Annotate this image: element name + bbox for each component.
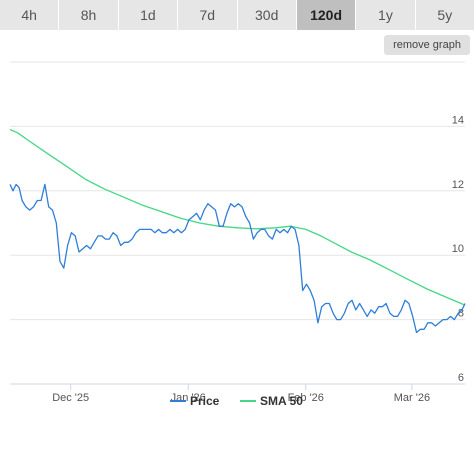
y-tick-label: 12: [452, 179, 464, 191]
tab-1y[interactable]: 1y: [356, 0, 416, 30]
y-tick-label: 14: [452, 114, 464, 126]
y-tick-label: 10: [452, 243, 464, 255]
y-tick-label: 8: [458, 308, 464, 320]
tab-5y[interactable]: 5y: [415, 0, 474, 30]
series-line-price: [9, 183, 466, 334]
tab-7d[interactable]: 7d: [178, 0, 238, 30]
x-tick-label: Mar '26: [394, 392, 430, 404]
y-tick-label: 6: [458, 372, 464, 384]
range-tabs: 4h 8h 1d 7d 30d 120d 1y 5y: [0, 0, 474, 30]
tab-1d[interactable]: 1d: [118, 0, 179, 30]
tab-8h[interactable]: 8h: [59, 0, 119, 30]
tab-4h[interactable]: 4h: [0, 0, 60, 30]
remove-graph-button[interactable]: remove graph: [384, 35, 470, 55]
x-axis-ticks: Dec '25 Jan '26 Feb '26 Mar '26: [10, 383, 465, 404]
legend-label[interactable]: Price: [190, 394, 220, 408]
series-lines: [9, 129, 466, 334]
tab-30d[interactable]: 30d: [237, 0, 297, 30]
tab-120d[interactable]: 120d: [296, 0, 357, 30]
y-axis-ticks: 6 8 10 12 14: [452, 114, 464, 384]
x-tick-label: Feb '26: [288, 392, 324, 404]
legend: Price SMA 50: [170, 394, 303, 408]
series-line-sma-50: [9, 129, 466, 306]
x-tick-label: Dec '25: [52, 392, 89, 404]
legend-label[interactable]: SMA 50: [260, 394, 303, 408]
grid-lines: [10, 61, 465, 385]
